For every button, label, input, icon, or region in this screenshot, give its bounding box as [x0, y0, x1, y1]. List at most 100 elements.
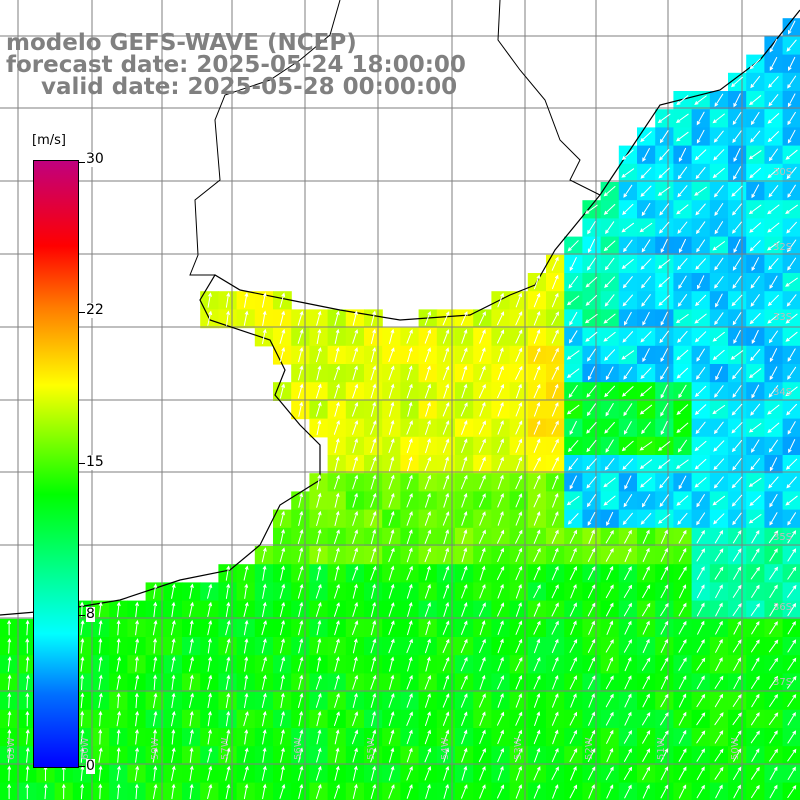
wind-arrow: [407, 656, 413, 672]
wind-arrow: [732, 367, 742, 380]
wind-arrow: [604, 385, 615, 398]
wind-arrow: [388, 438, 395, 453]
wind-arrow: [352, 765, 358, 781]
wind-arrow: [552, 547, 559, 563]
wind-arrow: [424, 765, 432, 781]
wind-arrow: [642, 657, 651, 671]
wind-arrow: [388, 784, 395, 799]
wind-arrow: [478, 529, 486, 544]
wind-arrow: [425, 711, 431, 726]
wind-arrow: [732, 730, 742, 744]
wind-arrow: [334, 310, 340, 326]
wind-arrow: [714, 675, 724, 689]
wind-arrow: [316, 529, 322, 545]
wind-arrow: [442, 620, 450, 635]
wind-arrow: [442, 656, 450, 672]
wind-arrow: [640, 167, 652, 179]
wind-arrow: [515, 347, 523, 362]
wind-arrow: [406, 765, 413, 781]
wind-arrow: [586, 422, 597, 434]
wind-arrow: [786, 403, 797, 416]
wind-arrow: [603, 204, 616, 215]
wind-arrow: [587, 675, 596, 690]
wind-arrow: [568, 458, 579, 471]
wind-arrow: [478, 383, 486, 399]
colorbar-gradient: [33, 160, 79, 768]
wind-arrow: [388, 347, 395, 362]
wind-arrow: [280, 620, 285, 636]
wind-arrow: [479, 456, 486, 472]
wind-arrow: [424, 329, 431, 344]
wind-arrow: [787, 512, 796, 526]
wind-arrow: [261, 674, 267, 690]
wind-arrow: [640, 131, 652, 143]
wind-arrow: [696, 657, 706, 671]
wind-arrow: [352, 729, 359, 745]
wind-arrow: [585, 331, 598, 342]
wind-arrow: [624, 675, 632, 690]
wind-arrow: [714, 203, 724, 217]
wind-arrow: [279, 583, 286, 599]
wind-arrow: [552, 383, 559, 399]
wind-arrow: [570, 583, 577, 599]
wind-arrow: [712, 495, 725, 506]
wind-arrow: [714, 312, 724, 326]
wind-arrow: [657, 186, 671, 196]
latitude-label: 33S: [773, 312, 792, 323]
wind-arrow: [696, 639, 705, 653]
wind-arrow: [425, 656, 431, 672]
wind-arrow: [787, 129, 796, 144]
wind-arrow: [749, 240, 761, 252]
wind-arrow: [225, 765, 231, 781]
wind-arrow: [660, 657, 669, 671]
wind-arrow: [732, 712, 742, 726]
wind-arrow: [316, 492, 322, 508]
wind-arrow: [769, 512, 778, 526]
wind-arrow: [675, 314, 689, 324]
wind-arrow: [551, 329, 559, 344]
wind-arrow: [623, 602, 632, 617]
wind-arrow: [767, 113, 780, 124]
wind-arrow: [694, 95, 707, 105]
wind-arrow: [461, 365, 468, 381]
wind-arrow: [406, 474, 413, 490]
wind-arrow: [244, 638, 249, 654]
wind-arrow: [677, 185, 688, 198]
wind-arrow: [497, 583, 504, 599]
wind-arrow: [767, 241, 780, 251]
wind-arrow: [443, 583, 450, 599]
wind-arrow: [552, 674, 559, 690]
wind-arrow: [98, 747, 103, 763]
wind-arrow: [261, 692, 267, 708]
wind-arrow: [406, 438, 413, 454]
wind-arrow: [785, 277, 798, 287]
wind-arrow: [768, 385, 779, 398]
wind-arrow: [641, 276, 651, 289]
wind-arrow: [496, 566, 505, 581]
wind-arrow: [660, 366, 669, 381]
wind-arrow: [696, 566, 705, 580]
wind-arrow: [424, 511, 431, 526]
wind-arrow: [605, 366, 614, 381]
wind-arrow: [787, 694, 797, 707]
wind-cell: [782, 782, 800, 800]
wind-arrow: [171, 674, 176, 690]
wind-arrow: [534, 638, 541, 654]
wind-arrow: [605, 711, 614, 726]
wind-arrow: [642, 730, 651, 744]
wind-arrow: [604, 422, 615, 434]
wind-arrow: [678, 711, 687, 726]
wind-arrow: [587, 238, 595, 253]
wind-arrow: [733, 675, 741, 690]
wind-arrow: [606, 620, 614, 635]
wind-arrow: [388, 529, 395, 545]
wind-arrow: [497, 401, 504, 417]
wind-arrow: [678, 620, 687, 635]
wind-arrow: [768, 258, 779, 271]
wind-arrow: [697, 620, 705, 635]
wind-arrow: [298, 547, 304, 563]
wind-arrow: [479, 474, 486, 490]
wind-arrow: [407, 601, 413, 617]
wind-arrow: [715, 638, 723, 653]
colorbar-unit-label: [m/s]: [30, 133, 68, 148]
